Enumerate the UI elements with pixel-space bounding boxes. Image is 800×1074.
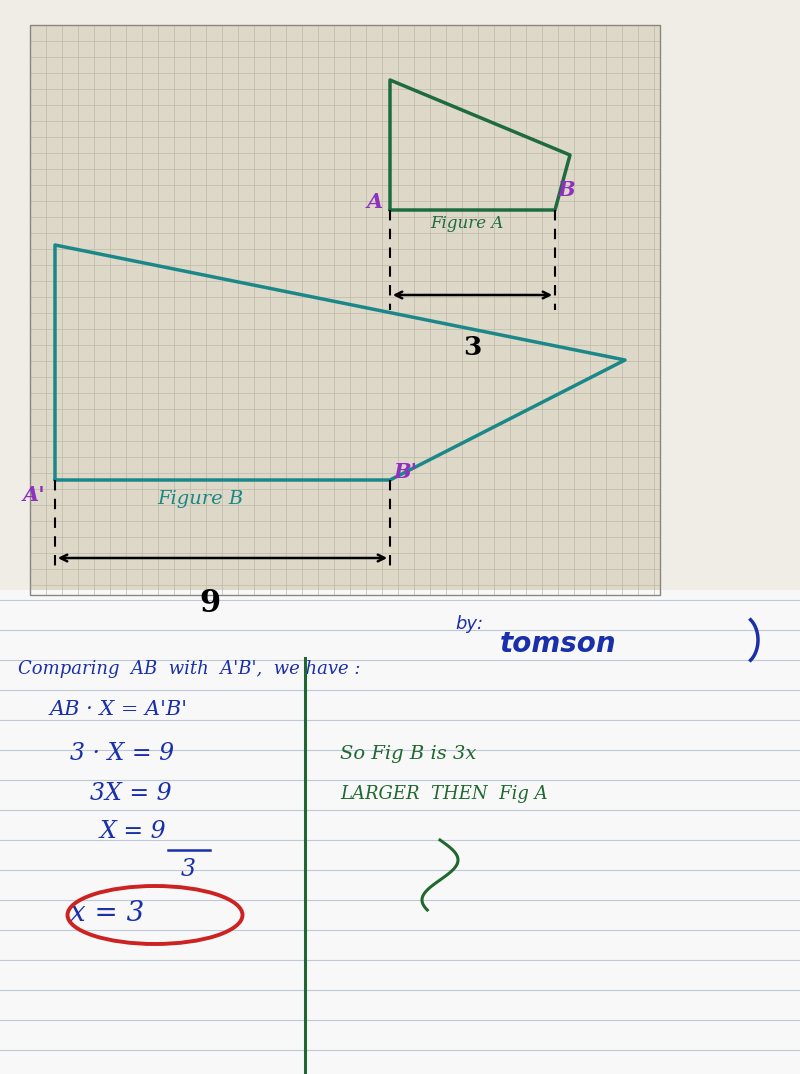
- Text: 3 · X = 9: 3 · X = 9: [70, 742, 174, 765]
- Text: 9: 9: [199, 587, 221, 619]
- Text: A': A': [22, 485, 45, 505]
- Bar: [30, 25, 660, 595]
- Bar: [0, 590, 800, 1074]
- Text: by:: by:: [455, 615, 483, 633]
- Text: 3: 3: [181, 858, 195, 881]
- Text: B': B': [393, 462, 417, 482]
- Text: Comparing  AB  with  A'B',  we have :: Comparing AB with A'B', we have :: [18, 661, 361, 678]
- Text: tomson: tomson: [500, 630, 617, 658]
- Text: x = 3: x = 3: [70, 900, 144, 927]
- Text: LARGER  THEN  Fig A: LARGER THEN Fig A: [340, 785, 548, 803]
- Text: AB · X = A'B': AB · X = A'B': [50, 700, 188, 719]
- Text: A: A: [366, 192, 383, 212]
- Text: Figure A: Figure A: [430, 215, 503, 232]
- Text: X = 9: X = 9: [100, 821, 166, 843]
- Text: So Fig B is 3x: So Fig B is 3x: [340, 745, 476, 763]
- Text: Figure B: Figure B: [157, 490, 243, 508]
- Text: 3: 3: [463, 335, 481, 360]
- Text: B: B: [557, 180, 574, 200]
- Text: 3X = 9: 3X = 9: [90, 782, 172, 806]
- Bar: [30, 25, 660, 595]
